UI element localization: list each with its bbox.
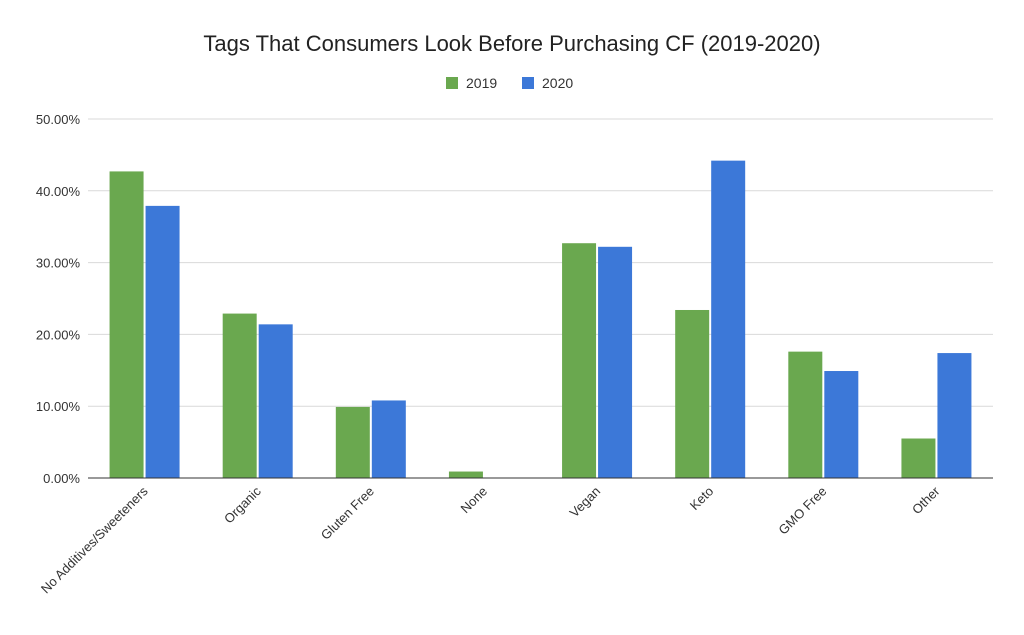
y-axis-ticks: 0.00% 10.00% 20.00% 30.00% 40.00% 50.00% — [36, 112, 81, 486]
legend-label-2020: 2020 — [542, 75, 573, 91]
y-tick-label: 20.00% — [36, 327, 81, 342]
x-category-label: Organic — [221, 483, 264, 526]
bar-2020 — [824, 371, 859, 478]
x-axis-labels: No Additives/Sweeteners Organic Gluten Fre… — [38, 483, 943, 596]
x-category-label: Gluten Free — [318, 484, 377, 543]
legend-label-2019: 2019 — [466, 75, 497, 91]
x-category-label: GMO Free — [775, 484, 829, 538]
bar-2020 — [258, 324, 293, 478]
bar-2020 — [145, 205, 180, 479]
bar-2019 — [222, 313, 257, 478]
y-tick-label: 0.00% — [43, 471, 80, 486]
bar-2019 — [562, 243, 597, 478]
bar-2020 — [711, 160, 746, 479]
bar-2019 — [448, 471, 483, 478]
x-category-label: Keto — [687, 484, 717, 514]
y-tick-label: 40.00% — [36, 184, 81, 199]
y-tick-label: 30.00% — [36, 256, 81, 271]
bar-2020 — [598, 246, 633, 478]
bar-2020 — [371, 400, 406, 478]
chart-title: Tags That Consumers Look Before Purchasi… — [203, 31, 820, 56]
x-category-label: Vegan — [567, 484, 604, 521]
bar-2019 — [109, 171, 144, 478]
bar-2019 — [675, 309, 710, 478]
legend-swatch-2019 — [446, 77, 458, 89]
y-tick-label: 50.00% — [36, 112, 81, 127]
bar-2019 — [788, 351, 823, 478]
y-tick-label: 10.00% — [36, 399, 81, 414]
bar-2020 — [937, 353, 972, 478]
bar-2019 — [901, 438, 936, 478]
x-category-label: No Additives/Sweeteners — [38, 483, 151, 596]
legend: 2019 2020 — [446, 75, 573, 91]
x-category-label: Other — [909, 483, 943, 517]
bar-2019 — [335, 406, 370, 478]
x-category-label: None — [457, 484, 490, 517]
legend-swatch-2020 — [522, 77, 534, 89]
bars — [109, 160, 972, 479]
